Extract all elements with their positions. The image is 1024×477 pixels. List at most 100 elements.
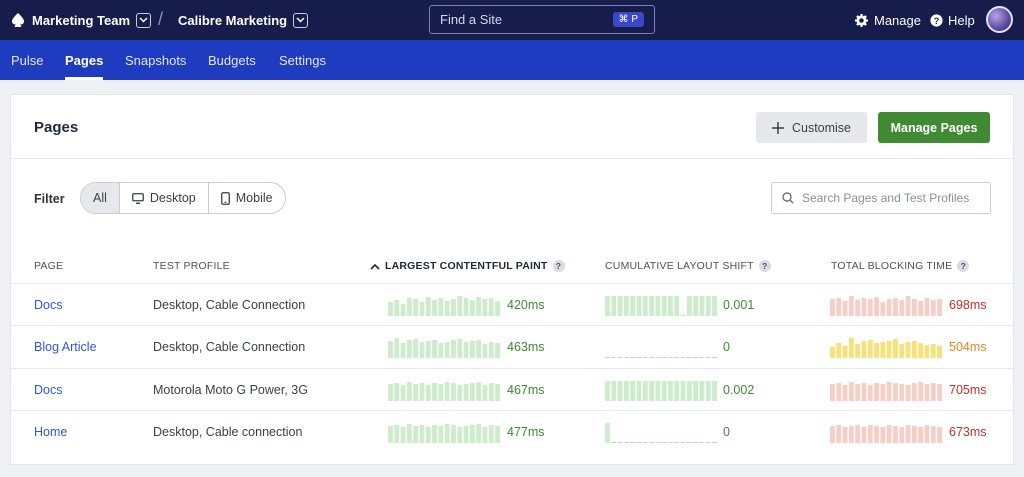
lcp-sparkline-bar [425, 297, 431, 316]
cls-sparkline-baseline [674, 442, 680, 443]
cls-sparkline-bar [705, 381, 711, 401]
lcp-value: 463ms [507, 340, 545, 354]
cls-sparkline-baseline [668, 357, 673, 358]
find-site-search[interactable]: Find a Site ⌘ P [429, 5, 655, 34]
team-switcher[interactable]: Marketing Team [10, 0, 152, 40]
filter-all[interactable]: All [81, 183, 119, 213]
lcp-sparkline-bar [388, 341, 393, 358]
lcp-sparkline-bar [400, 385, 406, 401]
lcp-sparkline-bar [476, 340, 482, 358]
help-link[interactable]: ? Help [930, 0, 975, 40]
tbt-sparkline-bar [930, 426, 936, 443]
tbt-help-icon[interactable]: ? [957, 260, 970, 272]
cls-sparkline-bar [617, 296, 623, 316]
lcp-sparkline-bar [394, 300, 400, 316]
tbt-sparkline-bar [911, 299, 917, 316]
search-pages-input[interactable]: Search Pages and Test Profiles [771, 182, 991, 214]
table-row[interactable]: Docs Motorola Moto G Power, 3G 467ms 0.002 7… [11, 368, 1013, 410]
cls-sparkline-bar [636, 296, 642, 316]
lcp-sparkline-bar [438, 343, 444, 358]
page-link[interactable]: Home [34, 425, 68, 439]
lcp-sparkline-bar [425, 341, 431, 358]
cls-sparkline-baseline [649, 442, 654, 443]
cls-help-icon[interactable]: ? [758, 260, 771, 272]
lcp-sparkline-bar [463, 298, 469, 316]
manage-label: Manage [874, 12, 921, 28]
cls-sparkline-baseline [668, 442, 673, 443]
tbt-sparkline-bar [905, 385, 911, 401]
filter-desktop[interactable]: Desktop [118, 183, 208, 213]
tbt-value: 504ms [949, 340, 987, 354]
tbt-sparkline [830, 382, 942, 401]
lcp-value: 477ms [507, 425, 545, 439]
lcp-sparkline-bar [469, 383, 475, 401]
cls-sparkline-bar [630, 381, 636, 401]
cls-sparkline-bar [649, 296, 654, 316]
filter-mobile[interactable]: Mobile [207, 183, 285, 213]
lcp-sparkline-bar [482, 299, 488, 316]
table-row[interactable]: Home Desktop, Cable connection 477ms 0 673ms [11, 410, 1013, 452]
tab-settings[interactable]: Settings [279, 52, 326, 68]
tab-budgets[interactable]: Budgets [208, 52, 256, 68]
customise-button[interactable]: Customise [756, 112, 867, 143]
team-chevron-down-icon[interactable] [136, 12, 152, 28]
tbt-sparkline-bar [899, 384, 905, 401]
lcp-sparkline [388, 424, 500, 443]
filter-mobile-label: Mobile [235, 191, 273, 205]
tab-snapshots[interactable]: Snapshots [125, 52, 187, 68]
tbt-sparkline-bar [911, 341, 917, 358]
lcp-sparkline-bar [457, 385, 463, 401]
cls-sparkline-bar [611, 296, 617, 316]
tbt-sparkline-bar [867, 385, 873, 401]
lcp-sparkline-bar [400, 304, 406, 316]
tab-pages[interactable]: Pages [65, 40, 104, 80]
column-header-profile[interactable]: TEST PROFILE [153, 260, 230, 272]
team-name: Marketing Team [32, 12, 131, 28]
tbt-sparkline-bar [842, 346, 848, 358]
column-header-page[interactable]: PAGE [34, 260, 63, 272]
avatar[interactable] [986, 6, 1013, 33]
tbt-sparkline-bar [855, 425, 861, 443]
page-link[interactable]: Docs [34, 383, 63, 397]
column-header-cls[interactable]: CUMULATIVE LAYOUT SHIFT ? [605, 260, 771, 272]
tbt-sparkline-bar [867, 425, 873, 443]
device-filter: All Desktop Mobile [80, 182, 286, 214]
tbt-sparkline-bar [842, 427, 848, 443]
table-row[interactable]: Docs Desktop, Cable Connection 420ms 0.001 6… [11, 283, 1013, 325]
lcp-sparkline-bar [413, 299, 419, 316]
tab-pulse[interactable]: Pulse [11, 52, 44, 68]
table-row[interactable]: Blog Article Desktop, Cable Connection 463… [11, 325, 1013, 367]
column-header-lcp[interactable]: LARGEST CONTENTFUL PAINT ? [370, 260, 565, 272]
tbt-sparkline-bar [848, 296, 854, 316]
site-chevron-down-icon[interactable] [293, 12, 309, 28]
tbt-sparkline-bar [855, 344, 861, 358]
lcp-sparkline-bar [444, 424, 450, 443]
lcp-sparkline-bar [432, 340, 437, 358]
cls-sparkline-baseline [636, 357, 642, 358]
site-switcher[interactable]: Calibre Marketing [178, 0, 309, 40]
cls-value: 0 [723, 425, 730, 439]
page-link[interactable]: Docs [34, 298, 63, 312]
cls-sparkline-bar [642, 296, 648, 316]
tbt-sparkline-bar [930, 344, 936, 358]
tbt-sparkline-bar [918, 343, 924, 358]
tbt-sparkline-bar [880, 302, 886, 316]
cls-sparkline-baseline [655, 442, 661, 443]
tbt-sparkline-bar [830, 384, 835, 401]
lcp-help-icon[interactable]: ? [552, 260, 565, 272]
tbt-sparkline [830, 338, 942, 358]
tbt-sparkline-bar [930, 383, 936, 401]
cls-sparkline-baseline [680, 357, 686, 358]
manage-link[interactable]: Manage [855, 0, 921, 40]
column-header-tbt[interactable]: TOTAL BLOCKING TIME ? [831, 260, 970, 272]
lcp-sparkline-bar [388, 384, 393, 401]
find-site-placeholder: Find a Site [440, 12, 503, 27]
manage-pages-button[interactable]: Manage Pages [878, 112, 990, 143]
lcp-value: 420ms [507, 298, 545, 312]
gear-icon [855, 13, 868, 27]
cls-value: 0.002 [723, 383, 755, 397]
lcp-sparkline-bar [495, 343, 500, 358]
tbt-sparkline-bar [905, 342, 911, 358]
page-link[interactable]: Blog Article [34, 340, 97, 354]
lcp-sparkline-bar [444, 382, 450, 401]
